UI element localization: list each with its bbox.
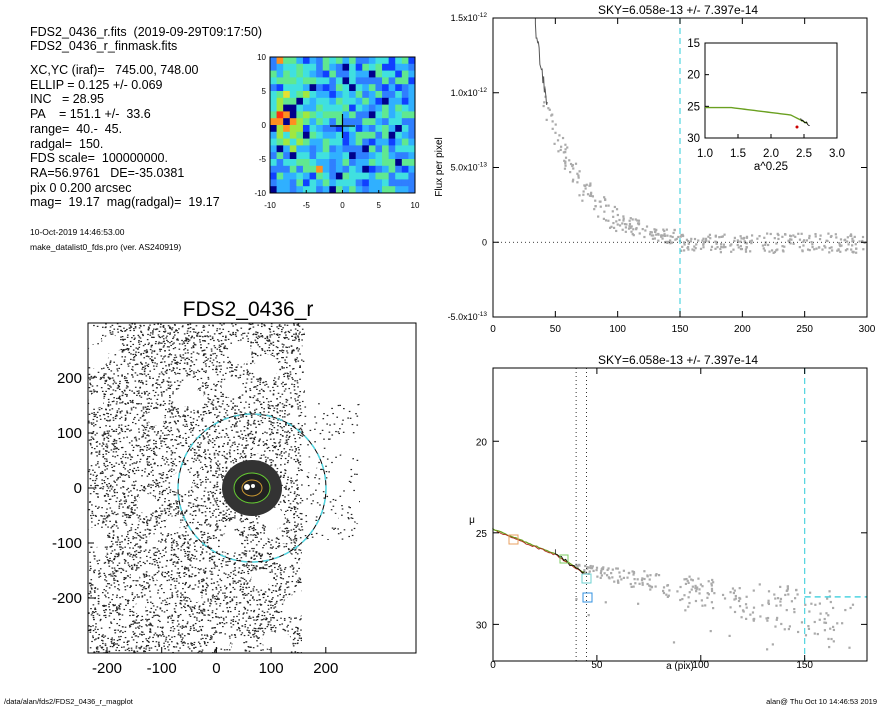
image-title: FDS2_0436_r — [183, 298, 314, 321]
inset-xtick: 2.0 — [763, 148, 779, 160]
footer-user: alan@ Thu Oct 10 14:46:53 2019 — [766, 697, 877, 706]
inset-ytick: 30 — [687, 133, 700, 145]
image-ytick: 200 — [57, 370, 82, 387]
contour-ytick: 0 — [262, 121, 267, 130]
mu-ytick: 20 — [476, 437, 488, 448]
contour-xtick: -5 — [303, 201, 311, 210]
flux-xtick: 150 — [672, 324, 689, 335]
flux-plot: SKY=6.058e-13 +/- 7.397e-14 Flux per pix… — [434, 3, 876, 335]
flux-xtick: 300 — [859, 324, 876, 335]
image-xtick: -100 — [147, 660, 177, 677]
marker-blue — [582, 592, 593, 603]
inset-xtick: 1.0 — [697, 148, 713, 160]
mu-ytick: 30 — [476, 620, 488, 631]
info-param-line: pix 0 0.200 arcsec — [30, 180, 132, 195]
marker-orange — [508, 534, 519, 545]
contour-xtick: 5 — [377, 201, 382, 210]
image-ytick: 100 — [57, 425, 82, 442]
image-ytick: -100 — [52, 535, 82, 552]
mu-xtick: 0 — [490, 660, 496, 671]
info-param-line: radgal= 150. — [30, 136, 104, 151]
contour-plot: -10 -5 0 5 10 10 5 0 -5 -10 — [254, 53, 420, 210]
inset-ytick: 20 — [687, 70, 700, 82]
image-xtick: -200 — [92, 660, 122, 677]
info-param-line: range= 40.- 45. — [30, 121, 123, 136]
mu-ylabel: μ — [469, 515, 475, 526]
mu-xlabel: a (pix) — [666, 661, 694, 672]
info-param-line: INC = 28.95 — [30, 92, 104, 107]
inset-xtick: 2.5 — [796, 148, 812, 160]
footer-path: /data/alan/fds2/FDS2_0436_r_magplot — [4, 697, 133, 706]
flux-xtick: 250 — [796, 324, 813, 335]
info-filename: FDS2_0436_r.fits (2019-09-29T09:17:50) — [30, 25, 263, 39]
contour-xtick: -10 — [264, 201, 276, 210]
contour-ytick: -10 — [254, 189, 266, 198]
contour-xtick: 0 — [340, 201, 345, 210]
inset-xlabel: a^0.25 — [754, 161, 788, 173]
flux-ytick: -5.0x10-13 — [448, 311, 488, 322]
info-param-line: FDS scale= 100000000. — [30, 151, 168, 166]
mu-xtick: 50 — [591, 660, 603, 671]
image-xtick: 200 — [313, 660, 338, 677]
flux-xtick: 100 — [609, 324, 626, 335]
mu-xtick: 150 — [796, 660, 813, 671]
flux-ytick: 0 — [482, 237, 487, 247]
image-xtick: 100 — [259, 660, 284, 677]
mu-ytick: 25 — [476, 529, 488, 540]
flux-ylabel: Flux per pixel — [434, 137, 445, 196]
marker-cyan — [581, 573, 592, 584]
image-ytick: -200 — [52, 590, 82, 607]
flux-ytick: 1.0x10-12 — [451, 87, 488, 98]
inset-ytick: 25 — [687, 101, 700, 113]
contour-ytick: 5 — [262, 87, 267, 96]
contour-xtick: 10 — [411, 201, 420, 210]
info-program: make_datalist0_fds.pro (ver. AS240919) — [30, 242, 182, 252]
flux-ytick: 5.0x10-13 — [451, 162, 488, 173]
flux-ytick: 1.5x10-12 — [451, 12, 488, 23]
flux-xtick: 200 — [734, 324, 751, 335]
inset-xtick: 3.0 — [829, 148, 845, 160]
marker-green — [559, 554, 569, 564]
info-param-line: RA=56.9761 DE=-35.0381 — [30, 165, 185, 180]
flux-xtick: 50 — [550, 324, 562, 335]
flux-xtick: 0 — [490, 324, 496, 335]
mu-xtick: 100 — [692, 660, 709, 671]
contour-ytick: 10 — [257, 53, 266, 62]
info-param-line: XC,YC (iraf)= 745.00, 748.00 — [30, 63, 199, 77]
info-param-line: PA = 151.1 +/- 33.6 — [30, 107, 151, 122]
info-mask-filename: FDS2_0436_r_finmask.fits — [30, 39, 178, 53]
image-panel: FDS2_0436_r -200 -100 0 100 200 200 100 0 -100 -2… — [52, 298, 417, 677]
flux-title: SKY=6.058e-13 +/- 7.397e-14 — [598, 3, 758, 17]
inset-ytick: 15 — [687, 38, 700, 50]
mu-title: SKY=6.058e-13 +/- 7.397e-14 — [598, 353, 758, 367]
mu-plot: SKY=6.058e-13 +/- 7.397e-14 μ a (pix) 0 5… — [469, 353, 868, 672]
inset-xtick: 1.5 — [730, 148, 746, 160]
info-param-line: mag= 19.17 mag(radgal)= 19.17 — [30, 195, 220, 210]
info-param-line: ELLIP = 0.125 +/- 0.069 — [30, 77, 163, 92]
image-ytick: 0 — [74, 480, 82, 497]
image-xtick: 0 — [212, 660, 220, 677]
info-date: 10-Oct-2019 14:46:53.00 — [30, 227, 125, 237]
contour-ytick: -5 — [259, 155, 267, 164]
